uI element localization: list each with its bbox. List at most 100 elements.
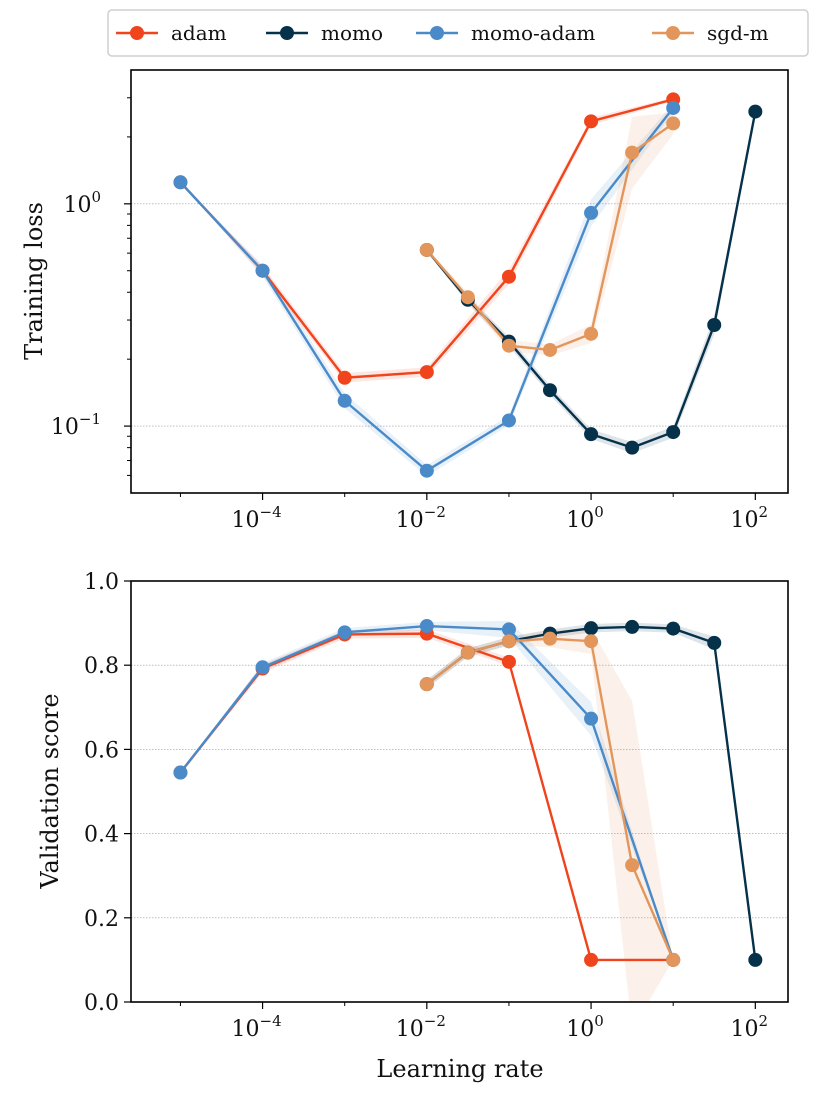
y-tick-label: 0.8	[84, 654, 119, 679]
legend-swatch-marker	[130, 26, 144, 40]
x-tick-label: 102	[731, 503, 769, 533]
x-axis-ticks: 10−4 10−2 100 102	[179, 493, 769, 533]
point-sgd-m	[460, 290, 475, 305]
band-momo	[426, 109, 756, 454]
point-momo-adam	[501, 413, 516, 428]
point-sgd-m	[419, 242, 434, 257]
y-axis-ticks: 10−1 100	[51, 97, 131, 476]
point-sgd-m	[460, 645, 475, 660]
point-adam	[501, 269, 516, 284]
point-momo	[625, 440, 640, 455]
point-sgd-m	[501, 338, 516, 353]
line-momo	[426, 625, 757, 961]
point-momo-adam	[584, 205, 599, 220]
legend-entry-momo-adam: momo-adam	[416, 21, 595, 45]
y-axis-label: Validation score	[36, 693, 64, 889]
point-momo	[707, 635, 722, 650]
plot-frame	[130, 580, 789, 1003]
line-momo	[425, 111, 757, 449]
y-tick-label: 100	[63, 188, 101, 218]
legend-swatch-marker	[430, 26, 444, 40]
x-tick-label: 100	[566, 1012, 604, 1042]
x-tick-label: 10−2	[396, 1012, 446, 1042]
plot-frame	[130, 69, 789, 494]
point-sgd-m	[419, 677, 434, 692]
point-momo-adam	[584, 711, 599, 726]
point-adam	[584, 952, 599, 967]
point-momo	[666, 621, 681, 636]
x-tick-label: 102	[731, 1012, 769, 1042]
legend-items: adam momo momo-adam sgd-m	[116, 21, 769, 45]
series-points	[173, 92, 763, 478]
point-sgd-m	[501, 634, 516, 649]
legend-swatch-marker	[280, 26, 294, 40]
y-tick-label: 0.0	[84, 991, 119, 1016]
legend-entry-momo: momo	[266, 21, 383, 45]
point-momo	[748, 104, 763, 119]
y-tick-label: 1.0	[84, 570, 119, 595]
x-tick-label: 10−4	[232, 503, 282, 533]
point-momo	[584, 621, 599, 636]
y-axis-label: Training loss	[20, 202, 48, 360]
point-sgd-m	[542, 342, 557, 357]
gridlines	[131, 203, 788, 427]
legend-label: sgd-m	[707, 21, 769, 45]
band-momo	[426, 622, 756, 960]
x-tick-label: 100	[566, 503, 604, 533]
legend-label: momo	[321, 21, 383, 45]
point-momo	[542, 383, 557, 398]
legend-label: adam	[171, 21, 227, 45]
point-momo-adam	[337, 393, 352, 408]
point-sgd-m	[542, 631, 557, 646]
point-momo-adam	[173, 765, 188, 780]
y-axis-ticks: 0.0 0.2 0.4 0.6 0.8 1.0	[84, 570, 131, 1016]
point-momo	[707, 317, 722, 332]
y-tick-label: 10−1	[51, 410, 101, 440]
point-momo	[625, 619, 640, 634]
point-sgd-m	[584, 326, 599, 341]
line-adam	[179, 98, 674, 379]
point-momo-adam	[255, 660, 270, 675]
point-momo-adam	[173, 175, 188, 190]
point-momo	[666, 425, 681, 440]
x-tick-label: 10−2	[396, 503, 446, 533]
point-sgd-m	[666, 952, 681, 967]
point-momo	[748, 952, 763, 967]
point-momo-adam	[337, 625, 352, 640]
point-adam	[337, 370, 352, 385]
validation-score-panel: 10−4 10−2 100 102 0.0 0.2 0.4 0.6 0.8 1.0 Valida…	[36, 570, 789, 1083]
point-sgd-m	[625, 145, 640, 160]
x-tick-label: 10−4	[232, 1012, 282, 1042]
band-adam	[180, 97, 674, 383]
point-momo-adam	[501, 622, 516, 637]
series-lines	[179, 98, 757, 472]
confidence-bands	[180, 97, 756, 477]
series-lines	[179, 624, 757, 962]
legend-swatch-marker	[666, 26, 680, 40]
band-sgd-m	[426, 628, 674, 1002]
point-momo-adam	[666, 100, 681, 115]
training-loss-panel: 10−4 10−2 100 102 10−1 100 Training loss	[20, 69, 789, 533]
y-tick-label: 0.4	[84, 823, 119, 848]
legend: adam momo momo-adam sgd-m	[107, 9, 809, 57]
point-momo-adam	[419, 619, 434, 634]
point-adam	[419, 365, 434, 380]
point-momo	[584, 427, 599, 442]
legend-entry-adam: adam	[116, 21, 227, 45]
point-sgd-m	[625, 858, 640, 873]
point-sgd-m	[666, 116, 681, 131]
confidence-bands	[180, 620, 756, 1002]
point-momo-adam	[419, 463, 434, 478]
point-adam	[584, 114, 599, 129]
series-points	[173, 619, 763, 967]
band-sgd-m	[426, 112, 674, 356]
gridlines	[131, 664, 788, 919]
point-sgd-m	[584, 634, 599, 649]
y-tick-label: 0.2	[84, 907, 119, 932]
point-momo-adam	[255, 263, 270, 278]
legend-entry-sgd-m: sgd-m	[652, 21, 769, 45]
point-adam	[501, 654, 516, 669]
x-axis-ticks: 10−4 10−2 100 102	[179, 1002, 769, 1042]
legend-label: momo-adam	[471, 21, 595, 45]
